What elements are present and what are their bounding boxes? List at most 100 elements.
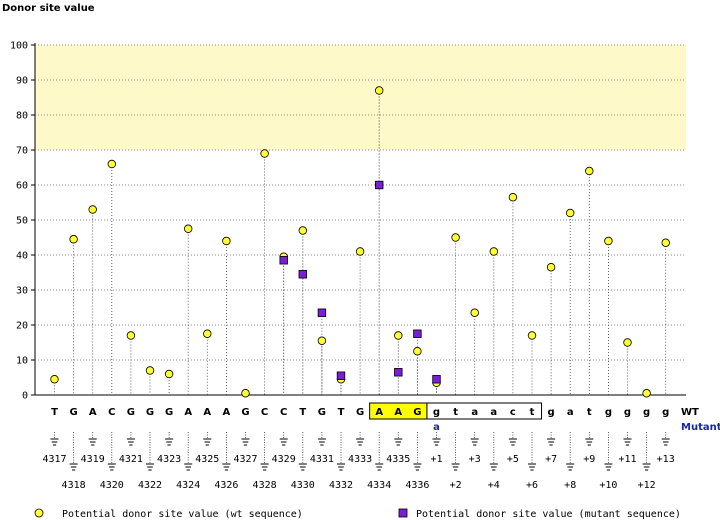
position-label: 4318 [62,480,86,491]
position-label: 4336 [405,480,429,491]
sequence-base: G [127,407,135,418]
sequence-base: A [223,407,231,418]
position-label: +3 [469,454,481,465]
wt-point [527,331,537,340]
position-label: +4 [488,480,500,491]
position-label: 4328 [253,480,277,491]
position-label: +1 [430,454,442,465]
wt-point [69,235,78,244]
wt-point [585,166,594,176]
sequence-base: T [51,407,58,418]
position-label: 4334 [367,480,391,491]
y-tick-label: 70 [16,146,28,157]
sequence-base: t [530,407,535,418]
sequence-base: G [356,407,364,418]
y-tick-label: 10 [16,356,28,367]
mutant-point [336,371,346,380]
sequence-base: G [69,407,77,418]
position-label: +9 [583,454,595,465]
band-rect [35,45,686,150]
sequence-base: C [108,407,115,418]
wt-point [260,149,269,158]
sequence-base: A [375,407,383,418]
wt-point [355,247,365,256]
y-tick-label: 90 [16,76,28,87]
wt-point [164,369,174,379]
wt-point [623,338,632,347]
mutant-point [317,308,327,317]
sequence-base: a [471,407,478,418]
position-label: 4324 [176,480,200,491]
sequence-base: a [490,407,497,418]
sequence-base: G [241,407,249,418]
legend-wt-marker [34,508,44,518]
wt-point [88,205,97,214]
position-label: 4331 [310,454,334,465]
sequence-base: C [280,407,287,418]
position-label: 4329 [272,454,296,465]
legend-wt-label: Potential donor site value (wt sequence) [62,509,303,520]
intron-box [426,402,543,420]
y-tick-label: 50 [16,216,28,227]
sequence-base: g [643,407,650,418]
wt-point [183,224,193,233]
wt-point [241,389,250,398]
sequence-base: A [203,407,211,418]
position-label: 4326 [214,480,238,491]
wt-point [508,193,518,202]
sequence-base: T [338,407,345,418]
sequence-base: T [299,407,306,418]
position-label: +7 [545,454,557,465]
data-markers [50,86,670,398]
legend: Potential donor site value (wt sequence)… [34,508,681,520]
wt-point [642,389,651,398]
gridlines [31,43,686,396]
y-axis-title: Donor site value [2,3,95,14]
mutant-point [432,375,441,384]
mutant-point [279,256,288,265]
y-tick-label: 30 [16,286,28,297]
wt-point [394,331,403,340]
position-label: 4333 [348,454,372,465]
y-tick-label: 0 [22,391,28,402]
y-tick-label: 60 [16,181,28,192]
mutant-point [374,180,384,190]
wt-point [222,236,231,246]
wt-point [451,233,460,242]
sequence-base: a [567,407,574,418]
position-label: 4321 [119,454,143,465]
position-label: +11 [618,454,636,465]
position-label: 4320 [100,480,124,491]
wt-point [145,366,155,375]
legend-mutant-label: Potential donor site value (mutant seque… [416,509,681,520]
mutant-point [394,368,403,377]
mutant-point [413,329,422,338]
mutant-row-label: Mutant [681,422,720,433]
wt-point [203,329,212,338]
y-tick-label: 20 [16,321,28,332]
wt-point [661,238,670,247]
sequence-base: G [165,407,173,418]
sequence-base: g [548,407,555,418]
mutant-base: a [433,422,440,433]
position-label: 4323 [157,454,181,465]
wt-point [566,208,575,218]
position-label: +13 [657,454,675,465]
position-label: 4319 [81,454,105,465]
y-tick-label: 100 [10,41,28,52]
y-tick-label: 40 [16,251,28,262]
highlight-band [35,45,686,150]
sequence-base: g [624,407,631,418]
sequence-base: A [89,407,97,418]
sequence-base: C [261,407,268,418]
position-label: 4327 [233,454,257,465]
position-label: 4330 [291,480,315,491]
wt-point [604,236,613,246]
wt-point [126,331,136,340]
y-tick-label: 80 [16,111,28,122]
wt-point [317,336,327,345]
sequence-base: g [662,407,669,418]
position-label: +6 [526,480,538,491]
position-label: 4332 [329,480,353,491]
